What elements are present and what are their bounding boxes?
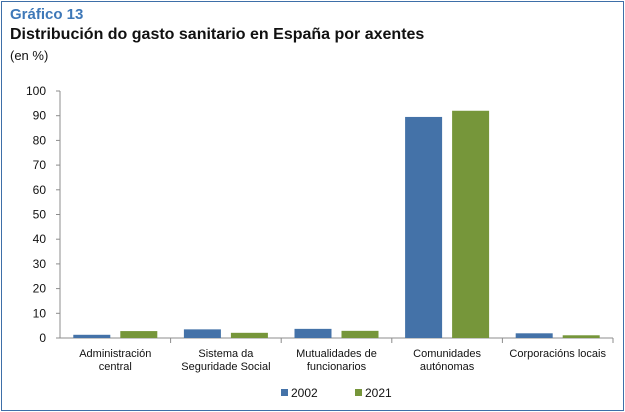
x-tick-label: autónomas (420, 361, 475, 373)
x-tick-label: Seguridade Social (181, 361, 270, 373)
legend-label-2002: 2002 (291, 386, 318, 400)
y-tick-label: 100 (26, 84, 46, 98)
bar-2002-3 (405, 116, 443, 338)
x-tick-label: Sistema da (198, 348, 254, 360)
y-tick-label: 10 (33, 306, 47, 320)
x-tick-label: Mutualidades de (296, 348, 377, 360)
bar-2021-4 (562, 335, 600, 338)
y-tick-label: 40 (33, 232, 47, 246)
x-tick-label: Corporacións locais (509, 348, 606, 360)
legend-label-2021: 2021 (365, 386, 392, 400)
bar-2002-0 (73, 334, 111, 338)
chart-subtitle: (en %) (10, 48, 49, 63)
bar-2002-2 (294, 328, 332, 338)
bar-2021-2 (341, 330, 379, 338)
x-tick-label: Comunidades (413, 348, 481, 360)
bar-2002-4 (515, 333, 553, 338)
x-tick-label: funcionarios (307, 361, 367, 373)
bar-2021-1 (230, 332, 268, 338)
y-tick-label: 20 (33, 282, 47, 296)
y-tick-label: 50 (33, 208, 47, 222)
chart-title: Distribución do gasto sanitario en Españ… (10, 26, 425, 43)
x-tick-label: Administración (79, 348, 151, 360)
legend-swatch-2021 (355, 389, 362, 396)
y-tick-label: 70 (33, 158, 47, 172)
x-tick-label: central (99, 361, 132, 373)
y-tick-label: 0 (39, 331, 46, 345)
bar-2002-1 (183, 329, 221, 338)
bar-2021-3 (452, 110, 490, 338)
bar-2021-0 (120, 331, 158, 338)
chart-number: Gráfico 13 (10, 6, 84, 23)
y-tick-label: 30 (33, 257, 47, 271)
y-tick-label: 90 (33, 109, 47, 123)
y-tick-label: 80 (33, 133, 47, 147)
legend-swatch-2002 (281, 389, 288, 396)
y-tick-label: 60 (33, 183, 47, 197)
